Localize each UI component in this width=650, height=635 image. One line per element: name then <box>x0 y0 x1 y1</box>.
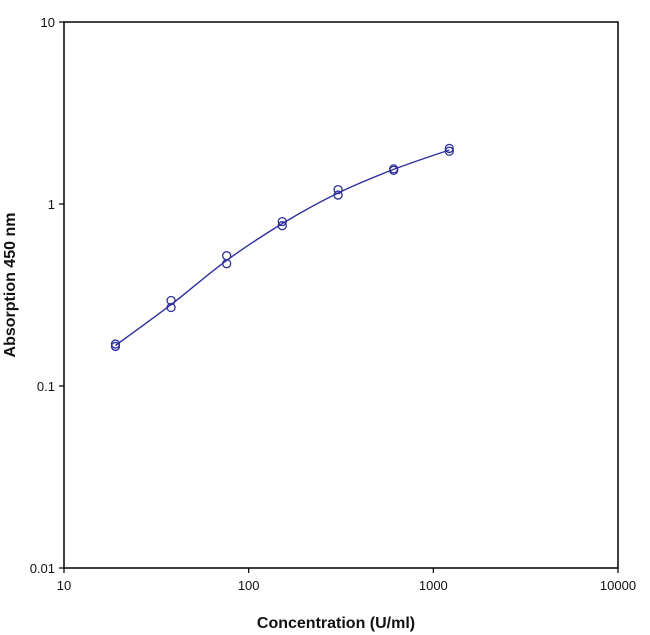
x-tick-label: 10000 <box>600 578 636 593</box>
data-point <box>277 216 287 227</box>
data-point <box>277 221 287 231</box>
ticks: 10 100 1000 10000 0.01 0.1 1 10 <box>30 15 636 593</box>
data-point <box>389 164 399 174</box>
x-axis-title: Concentration (U/ml) <box>257 615 415 632</box>
data-point <box>444 143 454 154</box>
data-point <box>222 251 232 261</box>
plot-area <box>63 21 619 569</box>
data-point <box>166 302 176 313</box>
x-tick-label: 1000 <box>419 578 448 593</box>
y-tick-label: 1 <box>48 197 55 212</box>
y-axis-title: Absorption 450 nm <box>2 213 19 358</box>
data-point <box>333 190 343 200</box>
data-points <box>110 143 454 352</box>
data-point <box>444 146 454 156</box>
x-tick-label: 10 <box>57 578 71 593</box>
y-tick-label: 0.1 <box>37 379 55 394</box>
x-tick-label: 100 <box>238 578 260 593</box>
data-point <box>166 295 176 306</box>
data-point <box>110 339 121 349</box>
data-point <box>333 184 343 195</box>
y-tick-label: 0.01 <box>30 561 55 576</box>
y-tick-label: 10 <box>41 15 55 30</box>
